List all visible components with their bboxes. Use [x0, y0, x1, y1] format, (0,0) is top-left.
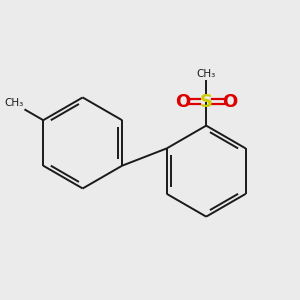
Text: O: O	[175, 93, 190, 111]
Text: CH₃: CH₃	[4, 98, 23, 108]
Text: CH₃: CH₃	[196, 69, 216, 79]
Text: S: S	[200, 93, 213, 111]
Text: O: O	[222, 93, 238, 111]
